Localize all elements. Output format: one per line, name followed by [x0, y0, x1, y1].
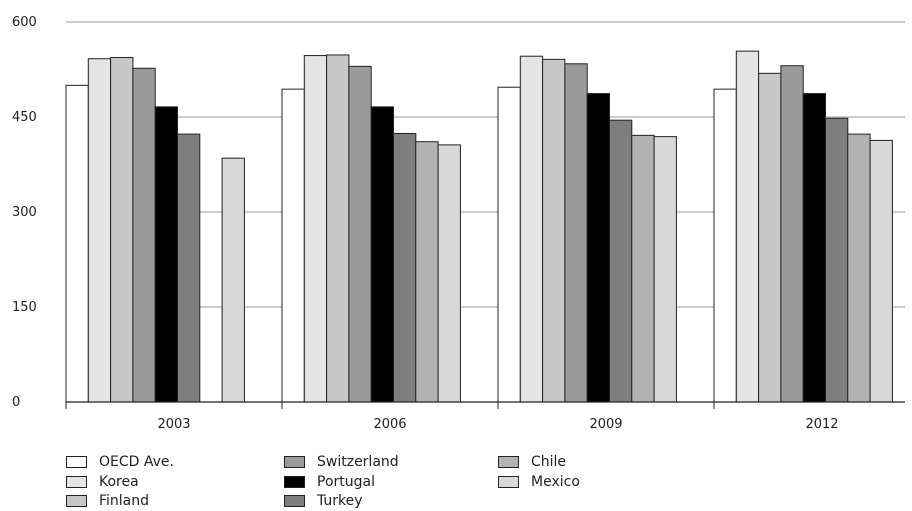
- bar-portugal-2009: [586, 93, 611, 403]
- legend-item: Switzerland: [284, 453, 399, 471]
- y-tick-label: 0: [12, 395, 20, 410]
- legend-label: Switzerland: [317, 454, 399, 470]
- legend-item: Turkey: [284, 492, 363, 510]
- bar-mexico-2006: [437, 144, 461, 403]
- legend-label: OECD Ave.: [99, 454, 174, 470]
- bar-korea-2009: [519, 55, 544, 403]
- y-tick-label: 300: [12, 205, 37, 220]
- bar-mexico-2009: [653, 136, 677, 403]
- legend-item: Chile: [498, 453, 566, 471]
- bar-switzerland-2003: [132, 67, 156, 403]
- legend: OECD Ave. Korea Finland Switzerland Portugal…: [66, 453, 666, 511]
- legend-swatch: [284, 456, 305, 468]
- bar-chile-2009: [631, 134, 655, 403]
- legend-swatch: [66, 456, 87, 468]
- legend-swatch: [284, 476, 305, 488]
- bar-oecd-ave-2003: [65, 84, 89, 403]
- legend-item: OECD Ave.: [66, 453, 174, 471]
- legend-item: Finland: [66, 492, 149, 510]
- x-tick-label: 2003: [157, 417, 190, 432]
- y-tick-label: 600: [12, 15, 37, 30]
- x-tick-label: 2012: [805, 417, 838, 432]
- bar-portugal-2003: [154, 106, 178, 403]
- legend-swatch: [284, 495, 305, 507]
- x-tick-label: 2006: [373, 417, 406, 432]
- bars: [65, 50, 893, 403]
- bar-finland-2012: [758, 72, 782, 403]
- bar-korea-2006: [303, 55, 328, 403]
- legend-label: Chile: [531, 454, 567, 470]
- bar-oecd-ave-2006: [281, 88, 305, 403]
- legend-swatch: [66, 476, 87, 488]
- y-tick-label: 150: [12, 300, 37, 315]
- bar-switzerland-2012: [780, 65, 804, 403]
- legend-item: Mexico: [498, 473, 580, 491]
- legend-label: Mexico: [531, 474, 580, 490]
- bar-oecd-ave-2012: [713, 88, 737, 403]
- legend-label: Korea: [99, 474, 139, 490]
- bar-turkey-2006: [393, 132, 417, 403]
- bar-chile-2006: [415, 141, 439, 403]
- bar-turkey-2012: [825, 117, 849, 403]
- legend-swatch: [498, 456, 519, 468]
- y-axis-tick-labels: 0 150 300 450 600: [12, 15, 37, 410]
- x-tick-label: 2009: [589, 417, 622, 432]
- bar-finland-2006: [326, 54, 350, 403]
- bar-mexico-2012: [869, 139, 893, 403]
- y-tick-label: 450: [12, 110, 37, 125]
- x-axis-tick-labels: 2003 2006 2009 2012: [65, 402, 839, 432]
- legend-label: Turkey: [317, 493, 363, 509]
- bar-turkey-2009: [609, 119, 633, 403]
- bar-finland-2009: [542, 58, 566, 403]
- legend-swatch: [66, 495, 87, 507]
- bar-mexico-2003: [221, 157, 245, 403]
- legend-swatch: [498, 476, 519, 488]
- bar-oecd-ave-2009: [497, 86, 521, 403]
- bar-portugal-2006: [370, 106, 395, 403]
- legend-item: Portugal: [284, 473, 375, 491]
- bar-korea-2003: [87, 58, 112, 403]
- bar-switzerland-2006: [348, 65, 372, 403]
- legend-item: Korea: [66, 473, 139, 491]
- bar-portugal-2012: [802, 93, 827, 403]
- bar-switzerland-2009: [564, 63, 588, 403]
- bar-korea-2012: [735, 50, 760, 403]
- bar-finland-2003: [110, 56, 134, 403]
- bar-turkey-2003: [177, 133, 201, 403]
- bar-chile-2012: [847, 133, 871, 403]
- legend-label: Finland: [99, 493, 150, 509]
- legend-label: Portugal: [317, 474, 375, 490]
